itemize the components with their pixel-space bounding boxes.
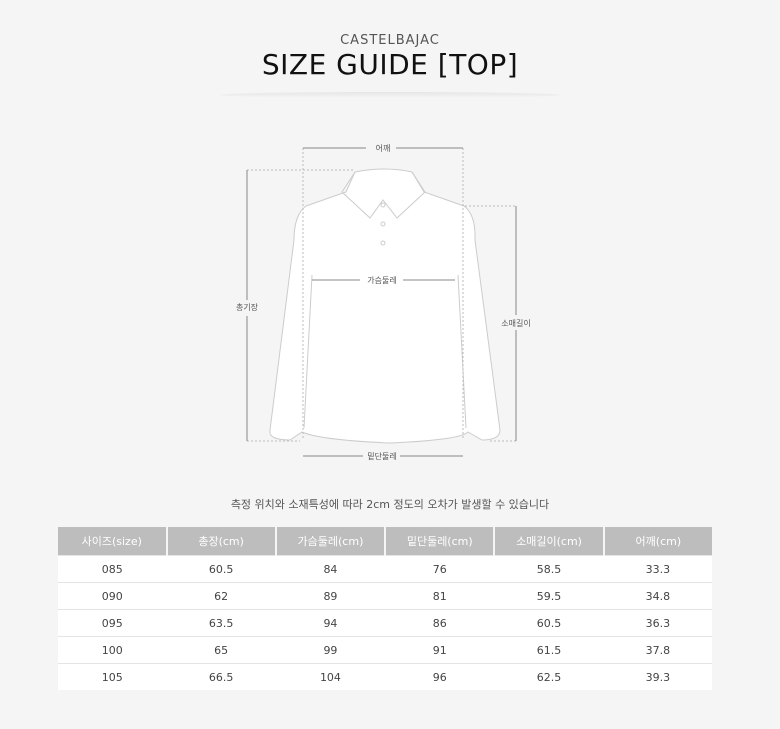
table-cell: 095 [58, 609, 167, 637]
table-cell: 105 [58, 663, 167, 690]
table-cell: 60.5 [494, 609, 604, 637]
table-cell: 99 [275, 636, 386, 664]
shirt-outline [269, 168, 501, 444]
size-table: 사이즈(size) 총장(cm) 가슴둘레(cm) 밑단둘레(cm) 소매길이(… [58, 527, 712, 690]
table-cell: 100 [58, 636, 167, 664]
table-cell: 63.5 [166, 609, 276, 637]
label-total-length: 총기장 [236, 302, 259, 312]
table-cell: 085 [58, 555, 167, 583]
table-cell: 65 [166, 636, 276, 664]
measure-lines [246, 147, 517, 457]
brand-name: CASTELBAJAC [340, 33, 440, 48]
table-row: 100 65 99 91 61.5 37.8 [58, 636, 712, 664]
column-header: 가슴둘레(cm) [274, 527, 386, 556]
table-cell: 104 [275, 663, 386, 690]
table-cell: 61.5 [494, 636, 604, 664]
table-cell: 84 [275, 555, 386, 583]
table-cell: 60.5 [166, 555, 276, 583]
title-divider [220, 92, 560, 98]
table-cell: 76 [385, 555, 495, 583]
table-row: 105 66.5 104 96 62.5 39.3 [58, 663, 712, 690]
table-cell: 81 [385, 582, 495, 610]
table-cell: 34.8 [603, 582, 712, 610]
column-header: 소매길이(cm) [493, 527, 604, 556]
table-cell: 89 [275, 582, 386, 610]
table-row: 090 62 89 81 59.5 34.8 [58, 582, 712, 610]
label-sleeve: 소매길이 [501, 318, 530, 328]
column-header: 총장(cm) [165, 527, 276, 556]
label-shoulder: 어깨 [376, 143, 391, 153]
measurement-note: 측정 위치와 소재특성에 따라 2cm 정도의 오차가 발생할 수 있습니다 [230, 498, 550, 511]
column-header: 밑단둘레(cm) [384, 527, 495, 556]
table-cell: 58.5 [494, 555, 604, 583]
column-header: 사이즈(size) [58, 527, 167, 556]
table-cell: 94 [275, 609, 386, 637]
table-cell: 62 [166, 582, 276, 610]
table-cell: 62.5 [494, 663, 604, 690]
table-header-row: 사이즈(size) 총장(cm) 가슴둘레(cm) 밑단둘레(cm) 소매길이(… [58, 527, 712, 556]
table-row: 085 60.5 84 76 58.5 33.3 [58, 555, 712, 583]
label-hem: 밑단둘레 [367, 451, 396, 461]
label-chest: 가슴둘레 [367, 276, 396, 285]
shirt-diagram: 어깨 가슴둘레 밑단둘레 총기장 소매길이 [236, 143, 531, 461]
page-title: SIZE GUIDE [TOP] [261, 48, 519, 81]
table-cell: 37.8 [603, 636, 712, 664]
table-cell: 36.3 [603, 609, 712, 637]
table-cell: 33.3 [603, 555, 712, 583]
table-cell: 96 [385, 663, 495, 690]
table-cell: 86 [385, 609, 495, 637]
table-row: 095 63.5 94 86 60.5 36.3 [58, 609, 712, 637]
table-cell: 91 [385, 636, 495, 664]
table-cell: 59.5 [494, 582, 604, 610]
column-header: 어깨(cm) [602, 527, 712, 556]
table-cell: 39.3 [603, 663, 712, 690]
guide-lines [247, 148, 516, 442]
table-cell: 090 [58, 582, 167, 610]
table-cell: 66.5 [166, 663, 276, 690]
